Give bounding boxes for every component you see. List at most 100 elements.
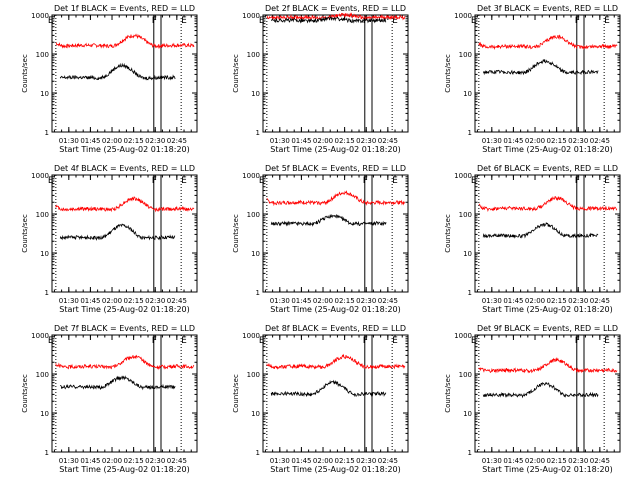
x-tick-label: 02:45 <box>167 297 187 305</box>
series-lld-line <box>478 34 618 51</box>
marker-label-f: F <box>575 336 580 346</box>
y-axis-label: Counts/sec <box>21 214 29 253</box>
x-tick-label: 02:30 <box>356 457 376 465</box>
x-tick-label: 02:30 <box>568 137 588 145</box>
y-tick-label: 10 <box>40 90 49 98</box>
marker-label-e: E <box>48 176 54 186</box>
x-tick-label: 01:45 <box>503 457 523 465</box>
marker-label-e: E <box>259 176 265 186</box>
y-tick-label: 1000 <box>454 332 472 340</box>
y-tick-label: 10 <box>251 410 260 418</box>
x-tick-label: 02:15 <box>335 297 355 305</box>
x-tick-label: 01:30 <box>270 297 290 305</box>
y-tick-label: 10 <box>463 250 472 258</box>
y-tick-label: 1 <box>45 129 49 137</box>
panel-det-3: Det 3f BLACK = Events, RED = LLD 1 10 100 10… <box>444 4 621 154</box>
y-tick-label: 100 <box>459 371 472 379</box>
marker-label-e: E <box>181 176 187 186</box>
x-tick-label: 02:00 <box>525 297 545 305</box>
series-events-line <box>271 16 387 24</box>
y-tick-label: 1 <box>256 129 260 137</box>
series-events-line <box>60 375 176 391</box>
x-axis-label: Start Time (25-Aug-02 01:18:20) <box>270 305 401 314</box>
panel-title: Det 3f BLACK = Events, RED = LLD <box>477 4 618 13</box>
y-tick-label: 1000 <box>242 332 260 340</box>
marker-label-f: F <box>363 16 368 26</box>
y-tick-label: 1 <box>256 449 260 457</box>
panel-title: Det 6f BLACK = Events, RED = LLD <box>477 164 618 173</box>
marker-label-e: E <box>48 336 54 346</box>
x-tick-label: 01:45 <box>291 137 311 145</box>
y-tick-label: 1 <box>468 449 472 457</box>
series-events-line <box>482 59 599 76</box>
x-tick-label: 02:30 <box>145 137 165 145</box>
y-axis-label: Counts/sec <box>444 54 452 93</box>
series-lld-line <box>266 190 406 207</box>
y-tick-label: 1 <box>468 289 472 297</box>
x-tick-label: 01:45 <box>503 137 523 145</box>
y-axis-label: Counts/sec <box>232 214 240 253</box>
series-lld-line <box>478 356 618 374</box>
marker-label-f: F <box>152 176 157 186</box>
y-tick-label: 10 <box>251 250 260 258</box>
marker-label-f: F <box>575 16 580 26</box>
x-tick-label: 02:15 <box>335 137 355 145</box>
x-tick-label: 02:30 <box>356 137 376 145</box>
series-events-line <box>482 381 599 399</box>
x-tick-label: 02:15 <box>547 297 567 305</box>
x-tick-label: 02:15 <box>547 457 567 465</box>
x-axis-label: Start Time (25-Aug-02 01:18:20) <box>59 465 190 474</box>
x-tick-label: 02:00 <box>313 297 333 305</box>
panel-det-4: Det 4f BLACK = Events, RED = LLD 1 10 100 10… <box>21 164 198 314</box>
series-lld-line <box>266 353 406 370</box>
plot-frame <box>262 334 409 453</box>
x-axis-label: Start Time (25-Aug-02 01:18:20) <box>59 305 190 314</box>
panel-det-5: Det 5f BLACK = Events, RED = LLD 1 10 100 10… <box>232 164 409 314</box>
panel-title: Det 5f BLACK = Events, RED = LLD <box>265 164 406 173</box>
y-tick-label: 100 <box>36 51 49 59</box>
x-tick-label: 02:00 <box>525 137 545 145</box>
x-tick-label: 01:45 <box>80 137 100 145</box>
x-axis-label: Start Time (25-Aug-02 01:18:20) <box>270 145 401 154</box>
y-axis-label: Counts/sec <box>444 374 452 413</box>
x-tick-label: 02:45 <box>378 137 398 145</box>
y-tick-label: 1000 <box>242 172 260 180</box>
x-tick-label: 02:45 <box>378 297 398 305</box>
panel-det-2: Det 2f BLACK = Events, RED = LLD 1 10 100 10… <box>232 4 409 154</box>
series-lld-line <box>55 354 195 371</box>
marker-label-e: E <box>181 336 187 346</box>
x-tick-label: 02:00 <box>102 457 122 465</box>
y-tick-label: 1000 <box>454 172 472 180</box>
marker-label-e: E <box>471 16 477 26</box>
marker-label-e: E <box>471 176 477 186</box>
y-tick-label: 1000 <box>31 332 49 340</box>
x-axis-label: Start Time (25-Aug-02 01:18:20) <box>59 145 190 154</box>
marker-label-e: E <box>259 336 265 346</box>
y-tick-label: 10 <box>463 90 472 98</box>
y-tick-label: 100 <box>36 211 49 219</box>
x-tick-label: 01:30 <box>270 137 290 145</box>
x-tick-label: 02:15 <box>124 457 144 465</box>
x-tick-label: 02:30 <box>145 297 165 305</box>
x-tick-label: 01:30 <box>482 137 502 145</box>
y-tick-label: 1 <box>256 289 260 297</box>
y-axis-label: Counts/sec <box>444 214 452 253</box>
panel-title: Det 4f BLACK = Events, RED = LLD <box>54 164 195 173</box>
series-lld-line <box>266 12 406 21</box>
series-events-line <box>482 221 599 239</box>
x-tick-label: 02:00 <box>313 137 333 145</box>
x-tick-label: 02:45 <box>590 297 610 305</box>
plot-frame <box>474 14 621 133</box>
marker-label-e: E <box>392 16 398 26</box>
marker-label-e: E <box>604 16 610 26</box>
marker-label-f: F <box>363 176 368 186</box>
x-tick-label: 02:15 <box>335 457 355 465</box>
y-tick-label: 10 <box>40 250 49 258</box>
y-axis-label: Counts/sec <box>21 54 29 93</box>
y-axis-label: Counts/sec <box>21 374 29 413</box>
x-tick-label: 01:45 <box>503 297 523 305</box>
marker-label-f: F <box>152 336 157 346</box>
x-tick-label: 02:00 <box>102 297 122 305</box>
x-tick-label: 01:45 <box>80 297 100 305</box>
